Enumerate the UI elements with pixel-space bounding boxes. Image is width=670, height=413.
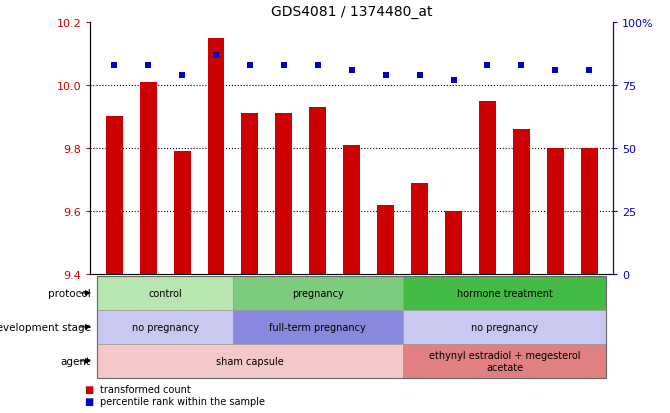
Text: no pregnancy: no pregnancy <box>131 322 198 332</box>
Title: GDS4081 / 1374480_at: GDS4081 / 1374480_at <box>271 5 433 19</box>
Bar <box>581 148 598 274</box>
Point <box>177 72 188 79</box>
Bar <box>547 148 564 274</box>
Text: no pregnancy: no pregnancy <box>471 322 538 332</box>
Point <box>414 72 425 79</box>
Point <box>584 67 595 74</box>
Point <box>381 72 391 79</box>
Text: ethynyl estradiol + megesterol
acetate: ethynyl estradiol + megesterol acetate <box>429 350 580 372</box>
Point <box>448 77 459 84</box>
Bar <box>343 145 360 274</box>
Text: full-term pregnancy: full-term pregnancy <box>269 322 366 332</box>
Point <box>210 52 221 59</box>
Text: percentile rank within the sample: percentile rank within the sample <box>100 396 265 406</box>
Bar <box>411 183 428 274</box>
Text: control: control <box>148 288 182 298</box>
Point <box>109 62 119 69</box>
Bar <box>106 117 123 274</box>
Text: agent: agent <box>60 356 90 366</box>
Text: hormone treatment: hormone treatment <box>456 288 552 298</box>
Bar <box>275 114 292 274</box>
Bar <box>174 152 190 274</box>
Point <box>279 62 289 69</box>
Bar <box>513 130 530 274</box>
Point <box>143 62 153 69</box>
Bar <box>139 83 157 274</box>
Point <box>245 62 255 69</box>
Point <box>312 62 323 69</box>
Point <box>346 67 357 74</box>
Text: sham capsule: sham capsule <box>216 356 284 366</box>
Text: ■: ■ <box>84 396 93 406</box>
Bar <box>208 38 224 274</box>
Bar <box>377 205 394 274</box>
Bar <box>479 101 496 274</box>
Text: ■: ■ <box>84 384 93 394</box>
Point <box>482 62 493 69</box>
Bar <box>310 108 326 274</box>
Bar <box>445 211 462 274</box>
Text: transformed count: transformed count <box>100 384 191 394</box>
Point <box>516 62 527 69</box>
Text: development stage: development stage <box>0 322 90 332</box>
Point <box>550 67 561 74</box>
Text: protocol: protocol <box>48 288 90 298</box>
Text: pregnancy: pregnancy <box>292 288 344 298</box>
Bar <box>241 114 259 274</box>
